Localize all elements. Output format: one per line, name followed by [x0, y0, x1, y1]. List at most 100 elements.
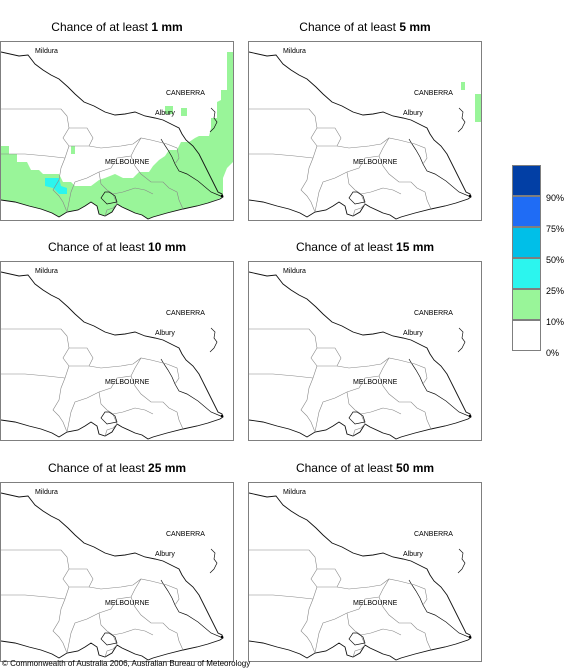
district-boundary: [300, 365, 318, 433]
district-boundary: [98, 578, 142, 614]
district-boundary: [104, 203, 118, 217]
district-boundary: [112, 187, 154, 195]
legend-swatch-75: [512, 196, 541, 227]
district-boundary: [424, 191, 432, 210]
panel-title: Chance of at least 1 mm: [51, 20, 183, 34]
district-boundary: [346, 391, 366, 425]
legend-label-10: 10%: [546, 317, 565, 327]
district-boundary: [378, 375, 426, 413]
district-boundary: [346, 137, 390, 173]
legend-label-25: 25%: [546, 286, 565, 296]
rain-probability-area: [461, 82, 465, 90]
port-phillip-bay: [348, 191, 366, 205]
district-boundary: [360, 628, 402, 636]
panel-title: Chance of at least 50 mm: [295, 461, 435, 475]
legend-swatch-25: [512, 258, 541, 289]
port-phillip-bay: [348, 411, 366, 425]
district-boundary: [104, 423, 118, 437]
district-boundary: [352, 203, 366, 217]
district-boundary: [249, 594, 314, 600]
place-label-mildura: Mildura: [35, 489, 58, 496]
district-boundary: [346, 578, 390, 614]
place-label-melbourne: MELBOURNE: [105, 600, 150, 607]
district-boundary: [62, 347, 94, 367]
place-label-albury: Albury: [155, 551, 175, 558]
rain-probability-area: [71, 146, 75, 154]
district-boundary: [130, 375, 178, 413]
state-border-east: [408, 138, 472, 198]
district-boundary: [176, 411, 184, 430]
district-boundary: [336, 578, 400, 590]
rain-probability-area: [165, 106, 173, 114]
district-boundary: [176, 191, 184, 210]
act-border: [209, 327, 218, 353]
district-boundary: [336, 137, 400, 149]
map-1mm: Mildura CANBERRA Albury MELBOURNE: [0, 41, 234, 221]
district-boundary: [346, 171, 366, 205]
district-boundary: [150, 580, 180, 606]
district-boundary: [150, 359, 180, 385]
place-label-albury: Albury: [403, 551, 423, 558]
district-boundary: [98, 391, 118, 425]
district-boundary: [150, 139, 180, 165]
legend-label-0: 0%: [546, 348, 560, 358]
act-border: [457, 327, 466, 353]
district-boundary: [1, 549, 70, 570]
state-border: [1, 492, 224, 661]
district-boundary: [52, 145, 70, 213]
copyright-notice: © Commonwealth of Australia 2006, Austra…: [2, 659, 251, 668]
place-label-albury: Albury: [155, 330, 175, 337]
district-boundary: [66, 612, 100, 654]
district-boundary: [378, 155, 426, 193]
district-boundary: [98, 357, 142, 393]
district-boundary: [424, 632, 432, 651]
map-50mm: Mildura CANBERRA Albury MELBOURNE: [248, 482, 482, 662]
legend-label-90: 90%: [546, 193, 565, 203]
victoria-map-svg: [1, 271, 224, 440]
legend-swatch-90: [512, 165, 541, 196]
place-label-mildura: Mildura: [283, 268, 306, 275]
victoria-map-svg: [249, 271, 472, 440]
place-label-albury: Albury: [403, 330, 423, 337]
district-boundary: [1, 328, 70, 349]
district-boundary: [88, 578, 152, 590]
panel-title: Chance of at least 10 mm: [47, 240, 187, 254]
district-boundary: [249, 328, 318, 349]
legend-swatch-10: [512, 289, 541, 320]
victoria-map-svg: [249, 492, 472, 661]
place-label-melbourne: MELBOURNE: [353, 379, 398, 386]
port-phillip-bay: [100, 191, 118, 205]
district-boundary: [360, 187, 402, 195]
district-boundary: [314, 171, 348, 213]
district-boundary: [66, 391, 100, 433]
rain-probability-area: [181, 108, 187, 116]
district-boundary: [112, 407, 154, 415]
place-label-melbourne: MELBOURNE: [353, 159, 398, 166]
district-boundary: [98, 171, 118, 205]
district-boundary: [310, 347, 342, 367]
map-25mm: Mildura CANBERRA Albury MELBOURNE: [0, 482, 234, 662]
state-border-east: [160, 138, 224, 198]
map-15mm: Mildura CANBERRA Albury MELBOURNE: [248, 261, 482, 441]
legend-swatch-0: [512, 320, 541, 351]
district-boundary: [62, 568, 94, 588]
district-boundary: [98, 612, 118, 646]
district-boundary: [130, 596, 178, 634]
district-boundary: [378, 596, 426, 634]
district-boundary: [88, 357, 152, 369]
district-boundary: [310, 127, 342, 147]
rain-probability-area: [475, 94, 481, 122]
district-boundary: [249, 549, 318, 570]
map-10mm: Mildura CANBERRA Albury MELBOURNE: [0, 261, 234, 441]
cape-howe-marker: [220, 635, 224, 639]
district-boundary: [176, 632, 184, 651]
place-label-melbourne: MELBOURNE: [353, 600, 398, 607]
district-boundary: [360, 407, 402, 415]
panel-title: Chance of at least 5 mm: [299, 20, 431, 34]
district-boundary: [424, 411, 432, 430]
cape-howe-marker: [468, 194, 472, 198]
district-boundary: [88, 137, 152, 149]
place-label-melbourne: MELBOURNE: [105, 159, 150, 166]
place-label-mildura: Mildura: [35, 48, 58, 55]
district-boundary: [98, 137, 142, 173]
